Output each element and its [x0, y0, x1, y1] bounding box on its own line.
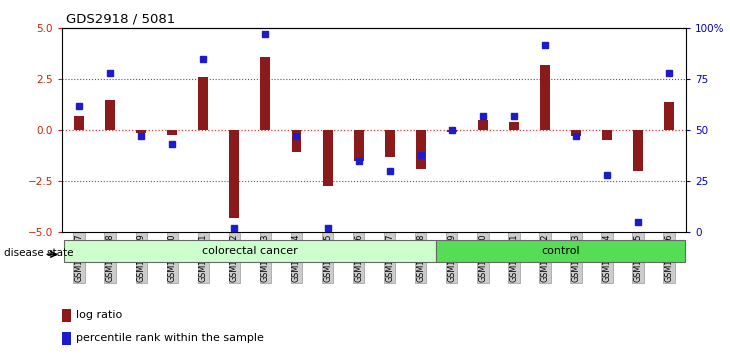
Text: control: control [541, 246, 580, 256]
Text: disease state: disease state [4, 248, 73, 258]
Bar [62, 332, 72, 345]
Bar [199, 77, 208, 130]
Bar [291, 130, 301, 153]
Text: percentile rank within the sample: percentile rank within the sample [76, 333, 264, 343]
FancyBboxPatch shape [64, 240, 437, 263]
Bar [167, 130, 177, 135]
Bar [602, 130, 612, 140]
Bar [509, 122, 519, 130]
Bar [74, 116, 84, 130]
Bar [323, 130, 332, 186]
Bar [229, 130, 239, 218]
FancyBboxPatch shape [437, 240, 685, 263]
Bar [137, 130, 146, 133]
Bar [261, 57, 270, 130]
Bar [62, 309, 72, 322]
Bar [540, 65, 550, 130]
Text: GDS2918 / 5081: GDS2918 / 5081 [66, 12, 175, 25]
Bar [571, 130, 581, 136]
Bar [105, 99, 115, 130]
Bar [353, 130, 364, 161]
Bar [633, 130, 643, 171]
Bar [478, 120, 488, 130]
Text: colorectal cancer: colorectal cancer [202, 246, 298, 256]
Bar [415, 130, 426, 169]
Bar [664, 102, 674, 130]
Text: log ratio: log ratio [76, 310, 122, 320]
Bar [447, 130, 457, 132]
Bar [385, 130, 395, 156]
